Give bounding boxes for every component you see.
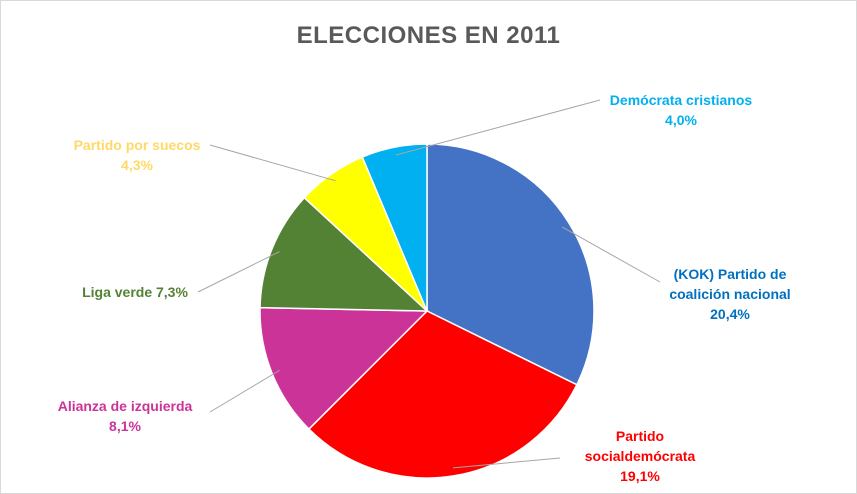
leader-alianza: [209, 369, 280, 413]
label-socialdemocrata-line1: Partido: [615, 428, 665, 444]
label-kok-value: 20,4%: [710, 306, 750, 322]
leader-suecos: [209, 144, 336, 182]
slice-liga-verde: [259, 196, 429, 312]
label-alianza-line1: Alianza de izquierda: [57, 398, 193, 414]
slice-democrata: [361, 143, 428, 312]
label-kok-line2: coalición nacional: [669, 286, 791, 302]
label-liga-verde-line1: Liga verde 7,3%: [82, 284, 188, 300]
label-liga-verde: Liga verde 7,3%: [70, 282, 200, 302]
label-democrata: Demócrata cristianos 4,0%: [596, 90, 766, 130]
label-socialdemocrata-line2: socialdemócrata: [584, 448, 696, 464]
leader-socialdemocrata: [452, 457, 561, 469]
label-suecos: Partido por suecos 4,3%: [62, 135, 212, 175]
label-socialdemocrata: Partido socialdemócrata 19,1%: [570, 426, 710, 486]
label-alianza-value: 8,1%: [109, 418, 141, 434]
slice-socialdemocrata: [307, 310, 578, 479]
label-alianza: Alianza de izquierda 8,1%: [30, 396, 220, 436]
label-democrata-value: 4,0%: [665, 112, 697, 128]
leader-kok: [561, 226, 661, 283]
chart-title: ELECCIONES EN 2011: [296, 22, 561, 49]
slice-kok: [426, 143, 595, 386]
label-socialdemocrata-value: 19,1%: [620, 468, 660, 484]
leader-democrata: [395, 99, 601, 156]
slice-alianza: [259, 306, 429, 431]
label-kok-line1: (KOK) Partido de: [673, 266, 787, 282]
label-kok: (KOK) Partido de coalición nacional 20,4…: [640, 264, 820, 324]
label-suecos-value: 4,3%: [121, 157, 153, 173]
label-suecos-line1: Partido por suecos: [73, 137, 201, 153]
label-democrata-line1: Demócrata cristianos: [609, 92, 753, 108]
leader-liga-verde: [197, 251, 280, 293]
